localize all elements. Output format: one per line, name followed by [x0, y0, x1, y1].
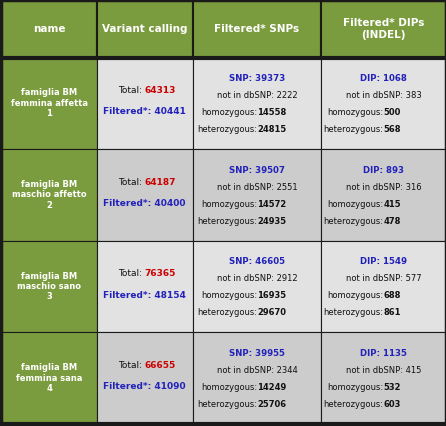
Text: not in dbSNP: 2912: not in dbSNP: 2912	[217, 274, 297, 283]
FancyBboxPatch shape	[193, 149, 322, 241]
FancyBboxPatch shape	[322, 58, 446, 149]
FancyBboxPatch shape	[1, 241, 97, 332]
Text: 14249: 14249	[257, 383, 286, 392]
Text: 66655: 66655	[145, 361, 176, 370]
Text: 25706: 25706	[257, 400, 286, 409]
FancyBboxPatch shape	[97, 241, 193, 332]
Text: 568: 568	[384, 125, 401, 134]
Text: DIP: 1549: DIP: 1549	[360, 257, 407, 266]
Text: homozygous:: homozygous:	[328, 383, 384, 392]
Text: heterozygous:: heterozygous:	[197, 217, 257, 226]
Text: SNP: 46605: SNP: 46605	[229, 257, 285, 266]
Text: famiglia BM
maschio affetto
2: famiglia BM maschio affetto 2	[12, 180, 87, 210]
Text: Total:: Total:	[118, 361, 145, 370]
Text: Filtered* DIPs
(INDEL): Filtered* DIPs (INDEL)	[343, 18, 425, 40]
FancyBboxPatch shape	[97, 149, 193, 241]
Text: Filtered*: 48154: Filtered*: 48154	[103, 291, 186, 299]
Text: homozygous:: homozygous:	[201, 291, 257, 300]
Text: DIP: 1068: DIP: 1068	[360, 74, 407, 83]
Text: heterozygous:: heterozygous:	[324, 308, 384, 317]
Text: Total:: Total:	[118, 178, 145, 187]
Text: heterozygous:: heterozygous:	[197, 308, 257, 317]
Text: heterozygous:: heterozygous:	[197, 125, 257, 134]
Text: famiglia BM
femmina sana
4: famiglia BM femmina sana 4	[16, 363, 83, 393]
Text: 603: 603	[384, 400, 401, 409]
Text: famiglia BM
femmina affetta
1: famiglia BM femmina affetta 1	[11, 89, 88, 118]
Text: not in dbSNP: 2551: not in dbSNP: 2551	[217, 183, 297, 192]
Text: name: name	[33, 24, 66, 34]
Text: not in dbSNP: 577: not in dbSNP: 577	[346, 274, 421, 283]
Text: 14572: 14572	[257, 200, 286, 209]
Text: Filtered*: 40400: Filtered*: 40400	[103, 199, 186, 208]
Text: 14558: 14558	[257, 108, 286, 117]
Text: homozygous:: homozygous:	[328, 200, 384, 209]
FancyBboxPatch shape	[193, 241, 322, 332]
Text: 24935: 24935	[257, 217, 286, 226]
Text: 64187: 64187	[145, 178, 176, 187]
Text: Filtered* SNPs: Filtered* SNPs	[215, 24, 300, 34]
Text: homozygous:: homozygous:	[201, 200, 257, 209]
Text: heterozygous:: heterozygous:	[324, 217, 384, 226]
Text: 861: 861	[384, 308, 401, 317]
FancyBboxPatch shape	[1, 0, 97, 58]
Text: DIP: 893: DIP: 893	[363, 166, 404, 175]
Text: not in dbSNP: 316: not in dbSNP: 316	[346, 183, 421, 192]
Text: not in dbSNP: 415: not in dbSNP: 415	[346, 366, 421, 375]
Text: Total:: Total:	[118, 86, 145, 95]
Text: homozygous:: homozygous:	[328, 291, 384, 300]
Text: DIP: 1135: DIP: 1135	[360, 349, 407, 358]
Text: SNP: 39955: SNP: 39955	[229, 349, 285, 358]
Text: 16935: 16935	[257, 291, 286, 300]
FancyBboxPatch shape	[193, 332, 322, 424]
FancyBboxPatch shape	[97, 0, 193, 58]
Text: not in dbSNP: 383: not in dbSNP: 383	[346, 91, 421, 100]
FancyBboxPatch shape	[97, 58, 193, 149]
Text: famiglia BM
maschio sano
3: famiglia BM maschio sano 3	[17, 272, 81, 301]
Text: not in dbSNP: 2222: not in dbSNP: 2222	[217, 91, 297, 100]
Text: 76365: 76365	[145, 269, 176, 278]
FancyBboxPatch shape	[1, 332, 97, 424]
Text: homozygous:: homozygous:	[201, 108, 257, 117]
FancyBboxPatch shape	[1, 149, 97, 241]
Text: 688: 688	[384, 291, 401, 300]
Text: 64313: 64313	[145, 86, 176, 95]
FancyBboxPatch shape	[193, 58, 322, 149]
Text: 29670: 29670	[257, 308, 286, 317]
Text: 532: 532	[384, 383, 401, 392]
FancyBboxPatch shape	[1, 58, 97, 149]
FancyBboxPatch shape	[322, 149, 446, 241]
FancyBboxPatch shape	[322, 332, 446, 424]
FancyBboxPatch shape	[322, 241, 446, 332]
Text: 478: 478	[384, 217, 401, 226]
Text: Total:: Total:	[118, 269, 145, 278]
Text: Filtered*: 40441: Filtered*: 40441	[103, 107, 186, 116]
Text: 24815: 24815	[257, 125, 286, 134]
Text: heterozygous:: heterozygous:	[324, 125, 384, 134]
Text: Variant calling: Variant calling	[102, 24, 187, 34]
FancyBboxPatch shape	[322, 0, 446, 58]
Text: 415: 415	[384, 200, 401, 209]
Text: SNP: 39507: SNP: 39507	[229, 166, 285, 175]
Text: heterozygous:: heterozygous:	[197, 400, 257, 409]
FancyBboxPatch shape	[193, 0, 322, 58]
Text: homozygous:: homozygous:	[201, 383, 257, 392]
Text: not in dbSNP: 2344: not in dbSNP: 2344	[217, 366, 297, 375]
Text: heterozygous:: heterozygous:	[324, 400, 384, 409]
Text: homozygous:: homozygous:	[328, 108, 384, 117]
Text: Filtered*: 41090: Filtered*: 41090	[103, 382, 186, 391]
Text: SNP: 39373: SNP: 39373	[229, 74, 285, 83]
FancyBboxPatch shape	[97, 332, 193, 424]
Text: 500: 500	[384, 108, 401, 117]
